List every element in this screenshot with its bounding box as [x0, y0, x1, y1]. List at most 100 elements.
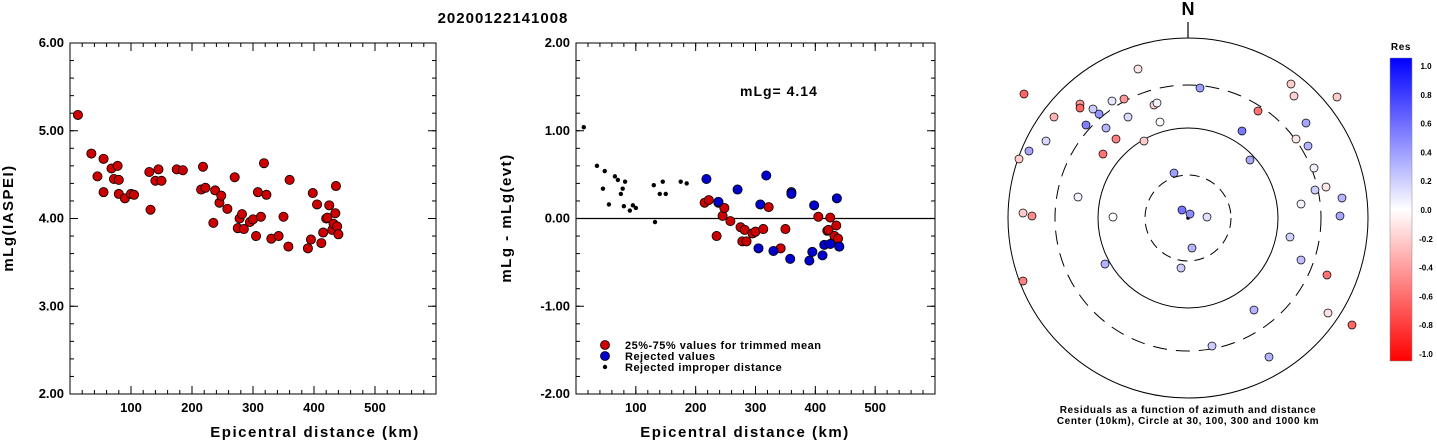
plot2-point-series-1 — [834, 241, 845, 252]
plot2-point-series-1 — [809, 200, 820, 211]
plot1-ytick-label: 5.00 — [39, 123, 64, 138]
plot2-legend: 25%-75% values for trimmed mean Rejected… — [600, 340, 821, 374]
plot1-point-series-0 — [307, 188, 318, 199]
plot-residual-vs-distance: -2.00 -1.00 0.00 1.00 2.00 100 200 300 400 500 mL… — [498, 35, 936, 441]
plot2-point-series-2 — [618, 191, 624, 197]
plot2-point-series-2 — [684, 181, 689, 186]
plot2-point-series-2 — [621, 204, 627, 209]
azimuth-residual-point — [1101, 123, 1111, 133]
plot2-xtick-label: 400 — [804, 400, 826, 415]
plot1-point-series-0 — [156, 175, 167, 186]
plot2-point-series-2 — [606, 202, 612, 207]
azimuth-residual-point — [1335, 211, 1345, 221]
plot1-point-series-0 — [216, 190, 227, 201]
plot2-point-series-0 — [719, 202, 730, 213]
plot2-xtick-label: 500 — [864, 400, 886, 415]
plot2-point-series-0 — [813, 211, 824, 222]
azimuth-residual-point — [1018, 208, 1028, 218]
azimuth-residual-point — [1303, 141, 1313, 151]
colorbar-tick-label: 0.8 — [1420, 91, 1432, 100]
legend-marker-rejected — [600, 351, 610, 361]
plot1-point-series-0 — [283, 241, 294, 252]
plot2-point-series-1 — [807, 246, 818, 257]
azimuth-residual-point — [1195, 83, 1205, 93]
colorbar-tick-label: 0.2 — [1420, 177, 1432, 186]
plot1-point-series-0 — [251, 231, 262, 242]
plot1-point-series-0 — [208, 217, 219, 228]
plot1-point-series-0 — [200, 182, 211, 193]
azimuth-residual-point — [1322, 270, 1332, 280]
azimuth-residual-point — [1286, 79, 1296, 89]
azimuth-residual-point — [1207, 341, 1217, 351]
azimuth-residual-point — [1169, 168, 1179, 178]
plot1-point-series-0 — [72, 109, 83, 120]
plot2-point-series-2 — [615, 177, 621, 183]
plot2-point-series-1 — [755, 199, 766, 210]
circle-30km — [1144, 174, 1232, 262]
azimuth-residual-point — [1285, 232, 1295, 242]
azimuth-residual-point — [1155, 117, 1165, 127]
plot2-xtick-label: 200 — [685, 400, 707, 415]
plot2-point-series-0 — [831, 220, 842, 231]
residual-colorbar: Res 1.0 0.8 0.6 0.4 0.2 0.0 -0.2 -0.4 -0.6 -0.8 -1… — [1389, 42, 1433, 362]
plot1-point-series-0 — [197, 161, 208, 172]
plot2-ytick-label: 0.00 — [545, 211, 570, 226]
azimuth-residual-point — [1264, 352, 1274, 362]
plot2-point-series-2 — [612, 174, 618, 179]
azimuth-residual-point — [1014, 154, 1024, 164]
plot2-point-series-2 — [594, 163, 600, 169]
azimuth-residual-point — [1081, 120, 1091, 130]
plot2-point-series-0 — [711, 231, 722, 242]
plot2-point-series-0 — [780, 224, 791, 235]
plot1-point-series-0 — [333, 229, 344, 240]
plot2-point-series-2 — [651, 182, 656, 188]
plot2-ytick-label: 2.00 — [545, 35, 570, 50]
plot2-point-series-0 — [763, 202, 774, 213]
plot1-xtick-label: 500 — [364, 400, 386, 415]
plot1-point-series-0 — [302, 243, 313, 254]
plot1-point-series-0 — [153, 164, 164, 175]
azimuth-residual-point — [1176, 263, 1186, 273]
plot2-mlg-annotation: mLg= 4.14 — [740, 83, 818, 99]
plot2-point-series-2 — [630, 203, 636, 208]
colorbar-label: Res — [1391, 42, 1411, 53]
azimuth-residual-point — [1347, 320, 1357, 330]
circle-100km — [1097, 127, 1279, 309]
plot2-xtick-label: 100 — [625, 400, 647, 415]
plot1-point-series-0 — [322, 212, 333, 223]
plot2-ytick-label: -1.00 — [540, 298, 570, 313]
plot2-point-series-2 — [627, 208, 633, 213]
plot2-point-series-1 — [713, 196, 724, 207]
azimuth-residual-point — [1073, 192, 1083, 202]
azimuth-residual-point — [1296, 255, 1306, 265]
plot2-point-series-1 — [825, 238, 836, 249]
plot-mlg-vs-distance: 2.00 3.00 4.00 5.00 6.00 100 200 300 400 500 Epic… — [0, 35, 437, 441]
azimuth-residual-point — [1321, 182, 1331, 192]
plot2-ytick-label: 1.00 — [545, 123, 570, 138]
plot2-point-series-2 — [633, 205, 639, 211]
plot2-point-series-2 — [657, 191, 662, 197]
plot2-point-series-0 — [825, 212, 836, 223]
plot1-xtick-label: 400 — [303, 400, 325, 415]
plot2-point-series-1 — [804, 255, 815, 266]
plot2-point-series-1 — [753, 243, 764, 254]
plot1-point-series-0 — [316, 238, 327, 249]
azimuth-residual-point — [1098, 149, 1108, 159]
azimuth-residual-point — [1119, 94, 1129, 104]
colorbar-tick-label: -0.8 — [1419, 321, 1433, 330]
plot1-point-series-0 — [238, 224, 249, 235]
plot2-ylabel: mLg - mLg(evt) — [498, 153, 515, 282]
azimuth-caption-line1: Residuals as a function of azimuth and d… — [1060, 405, 1317, 416]
plot1-ytick-label: 4.00 — [39, 211, 64, 226]
plot1-point-series-0 — [278, 211, 289, 222]
plot1-point-series-0 — [98, 153, 109, 164]
plot1-point-series-0 — [284, 174, 295, 185]
colorbar-tick-label: -0.2 — [1419, 235, 1433, 244]
plot2-point-series-2 — [622, 179, 628, 184]
azimuth-residual-point — [1337, 193, 1347, 203]
azimuth-residual-point — [1094, 109, 1104, 119]
azimuth-caption-line2: Center (10km), Circle at 30, 100, 300 an… — [1057, 416, 1319, 427]
azimuth-residual-point — [1088, 104, 1098, 114]
plot1-point-series-0 — [145, 204, 156, 215]
